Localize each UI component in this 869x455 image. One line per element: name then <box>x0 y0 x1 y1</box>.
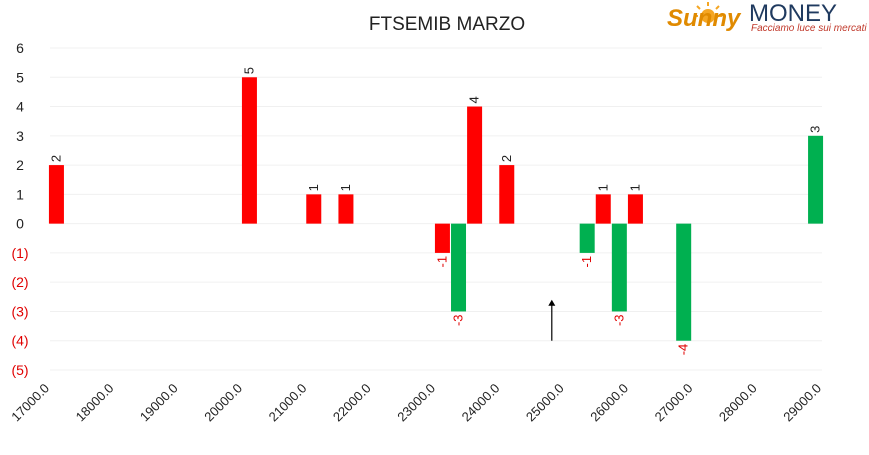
bar <box>611 223 627 312</box>
bar <box>676 223 692 341</box>
bar <box>467 106 483 224</box>
logo-brand-script: Sunny <box>667 5 742 32</box>
bar <box>808 135 824 224</box>
data-label: 3 <box>808 126 823 133</box>
y-tick-label: 0 <box>16 216 24 232</box>
y-tick-label: (5) <box>11 362 28 378</box>
bar <box>499 165 515 224</box>
x-tick-label: 18000.0 <box>73 381 117 425</box>
bar <box>241 77 257 224</box>
bar <box>306 194 322 224</box>
bar <box>579 223 595 253</box>
x-tick-label: 29000.0 <box>780 381 824 425</box>
logo: Sunny MONEY Facciamo luce sui mercati <box>667 0 867 34</box>
data-label: 2 <box>48 155 63 162</box>
x-tick-label: 21000.0 <box>266 381 310 425</box>
bar <box>627 194 643 224</box>
y-tick-label: (1) <box>11 245 28 261</box>
y-tick-label: 6 <box>16 40 24 56</box>
x-tick-label: 27000.0 <box>652 381 696 425</box>
bars <box>48 77 824 341</box>
y-tick-label: 5 <box>16 69 24 85</box>
x-tick-label: 23000.0 <box>394 381 438 425</box>
data-label: 1 <box>338 184 353 191</box>
data-label: -4 <box>676 344 691 356</box>
y-tick-label: 1 <box>16 186 24 202</box>
data-labels: 2 5 1 1 -1 -3 4 2 -1 1 -3 1 -4 3 <box>48 67 822 355</box>
data-label: 5 <box>241 67 256 74</box>
x-tick-label: 28000.0 <box>716 381 760 425</box>
x-tick-label: 25000.0 <box>523 381 567 425</box>
x-axis-labels: 17000.0 18000.0 19000.0 20000.0 21000.0 22000… <box>8 381 824 425</box>
bar <box>451 223 467 312</box>
y-tick-label: (2) <box>11 274 28 290</box>
data-label: -3 <box>611 314 626 326</box>
bar <box>338 194 354 224</box>
y-tick-label: (3) <box>11 303 28 319</box>
data-label: -1 <box>434 256 449 268</box>
arrow-head-icon <box>548 299 556 306</box>
logo-tagline: Facciamo luce sui mercati <box>751 23 867 34</box>
y-tick-label: 3 <box>16 128 24 144</box>
bar <box>595 194 611 224</box>
x-tick-label: 19000.0 <box>137 381 181 425</box>
x-tick-label: 17000.0 <box>8 381 52 425</box>
x-tick-label: 26000.0 <box>587 381 631 425</box>
bar <box>434 223 450 253</box>
x-tick-label: 22000.0 <box>330 381 374 425</box>
annotation-arrow <box>548 299 556 341</box>
data-label: 2 <box>499 155 514 162</box>
data-label: -3 <box>451 314 466 326</box>
data-label: 1 <box>595 184 610 191</box>
data-label: 4 <box>467 96 482 103</box>
bar <box>48 165 64 224</box>
y-tick-label: (4) <box>11 333 28 349</box>
gridlines <box>50 47 822 371</box>
sun-icon <box>694 2 722 23</box>
data-label: 1 <box>627 184 642 191</box>
chart-title: FTSEMIB MARZO <box>369 14 525 35</box>
y-axis-labels: 6 5 4 3 2 1 0 (1) (2) (3) (4) (5) <box>11 40 28 378</box>
logo-brand-caps: MONEY <box>749 0 837 27</box>
data-label: -1 <box>579 256 594 268</box>
x-tick-label: 24000.0 <box>459 381 503 425</box>
data-label: 1 <box>306 184 321 191</box>
y-tick-label: 2 <box>16 157 24 173</box>
x-tick-label: 20000.0 <box>201 381 245 425</box>
y-tick-label: 4 <box>16 99 24 115</box>
